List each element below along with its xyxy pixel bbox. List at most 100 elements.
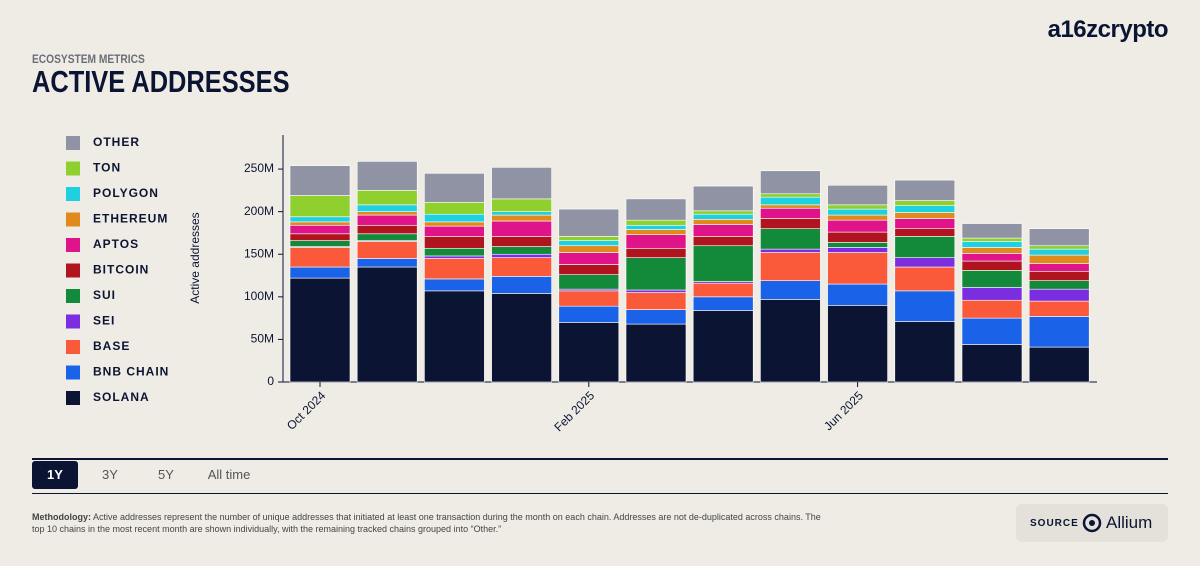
legend-label: TON (93, 161, 121, 175)
bar-segment (1028, 254, 1090, 264)
legend-label: BNB CHAIN (93, 365, 169, 379)
bar-segment (424, 225, 485, 237)
tab[interactable]: 5Y (158, 467, 174, 482)
bar-segment (760, 252, 821, 281)
bar-segment (491, 198, 552, 212)
legend-swatch (66, 136, 80, 150)
bar-segment (558, 245, 620, 253)
bar-segment (625, 289, 687, 293)
y-axis-label: Active addresses (188, 212, 202, 303)
legend-swatch (66, 391, 80, 405)
bar-segment (827, 208, 888, 216)
bar-segment (625, 229, 687, 235)
bar-segment (1028, 263, 1090, 272)
bar-segment (356, 161, 418, 191)
bar-segment (558, 290, 620, 307)
bar-segment (558, 236, 620, 241)
bar-segment (356, 214, 418, 226)
bar-segment (625, 292, 687, 310)
bar-segment (289, 216, 351, 223)
bar-segment (692, 245, 754, 282)
bar-segment (894, 200, 956, 206)
bar-segment (491, 293, 552, 383)
bar-segment (760, 218, 821, 229)
y-tick-label: 150M (244, 246, 274, 260)
bar-segment (289, 233, 351, 241)
bar-segment (961, 247, 1023, 254)
y-tick-label: 50M (251, 332, 274, 346)
bar-segment (558, 240, 620, 247)
bar-segment (424, 173, 485, 203)
methodology: Methodology: Active addresses represent … (32, 511, 832, 535)
bar-segment (356, 211, 418, 216)
bar-segment (894, 236, 956, 258)
bar-segment (961, 241, 1023, 248)
bar-segment (692, 310, 754, 383)
bar-segment (894, 257, 956, 268)
bar-segment (356, 190, 418, 206)
bar-segment (961, 223, 1023, 239)
bar-segment (961, 299, 1023, 319)
legend-swatch (66, 161, 80, 176)
bar-segment (827, 247, 888, 253)
bar-segment (289, 165, 351, 196)
bar-segment (827, 242, 888, 248)
legend-label: ETHEREUM (93, 212, 168, 226)
bar-segment (692, 210, 754, 215)
bar-segment (625, 198, 687, 221)
bar-segment (558, 305, 620, 323)
bar-segment (1028, 245, 1090, 250)
bar-segment (760, 170, 821, 195)
bar-segment (289, 240, 351, 247)
legend-swatch (66, 238, 80, 252)
bar-segment (1028, 228, 1090, 247)
bar-segment (760, 207, 821, 219)
bar-segment (1028, 288, 1090, 302)
tab[interactable]: All time (207, 467, 251, 482)
bar-segment (961, 287, 1023, 301)
x-tick-label: Jun 2025 (821, 388, 866, 433)
y-tick-label: 100M (244, 289, 274, 303)
legend-swatch (66, 314, 80, 329)
bar-segment (558, 274, 620, 290)
bar-segment (625, 247, 687, 258)
bar-segment (827, 305, 888, 383)
bar-segment (491, 211, 552, 216)
bar-segment (827, 214, 888, 221)
source-box: SOURCE Allium (1016, 504, 1168, 542)
divider (32, 458, 1168, 460)
methodology-label: Methodology: (32, 512, 91, 522)
bar-segment (1028, 300, 1090, 317)
legend-swatch (66, 187, 80, 201)
bar-segment (356, 258, 418, 268)
bar-segment (625, 219, 687, 226)
tab[interactable]: 3Y (102, 467, 118, 482)
bar-segment (894, 205, 956, 213)
bar-segment (894, 290, 956, 322)
source-label: SOURCE (1030, 518, 1079, 529)
bar-segment (692, 282, 754, 298)
bar-segment (356, 266, 418, 383)
bar-segment (692, 236, 754, 247)
bar-segment (760, 280, 821, 300)
bar-segment (491, 276, 552, 294)
bar-segment (625, 309, 687, 325)
bar-segment (558, 264, 620, 275)
bar-segment (827, 204, 888, 210)
legend-label: APTOS (93, 237, 139, 251)
bar-segment (289, 247, 351, 268)
page-title: ACTIVE ADDRESSES (32, 64, 290, 99)
bar-segment (692, 296, 754, 311)
bar-segment (760, 228, 821, 250)
bar-segment (894, 266, 956, 292)
bar-segment (558, 252, 620, 265)
bar-segment (961, 317, 1023, 345)
bar-segment (760, 248, 821, 253)
bar-segment (625, 224, 687, 230)
bar-segment (424, 278, 485, 292)
bar-segment (491, 167, 552, 200)
tab[interactable]: 1Y (32, 461, 78, 489)
y-tick-label: 200M (244, 204, 274, 218)
bar-segment (424, 201, 485, 215)
